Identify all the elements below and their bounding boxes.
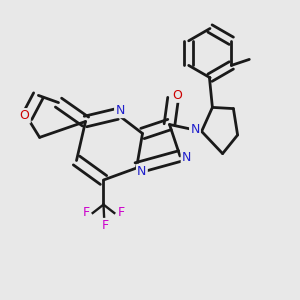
Text: O: O [20, 109, 29, 122]
Text: N: N [182, 151, 191, 164]
Text: F: F [82, 206, 90, 220]
Text: F: F [102, 219, 109, 232]
Text: O: O [172, 88, 182, 102]
Text: N: N [137, 165, 147, 178]
Text: F: F [117, 206, 124, 220]
Text: N: N [115, 104, 125, 117]
Text: N: N [190, 123, 200, 136]
